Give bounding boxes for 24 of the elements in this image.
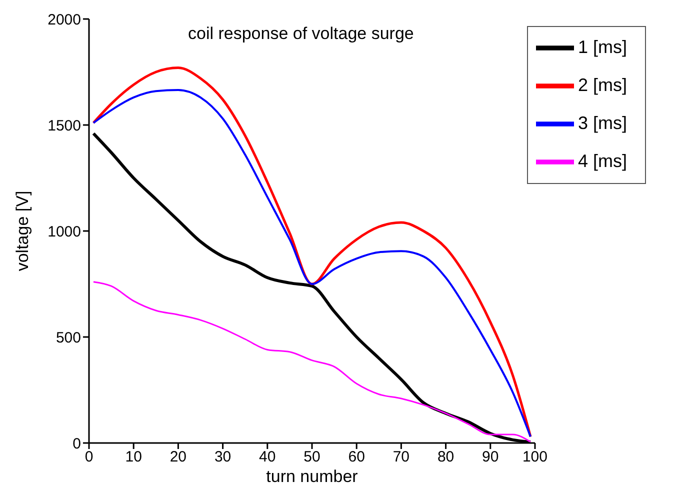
legend-label: 4 [ms] xyxy=(578,150,627,171)
x-tick-label: 10 xyxy=(125,448,142,466)
chart-title: coil response of voltage surge xyxy=(188,24,414,44)
x-tick-label: 60 xyxy=(348,448,365,466)
x-tick-label: 70 xyxy=(392,448,410,466)
x-tick-label: 20 xyxy=(170,448,187,466)
x-tick-label: 0 xyxy=(84,448,94,466)
y-tick-label: 1000 xyxy=(48,223,81,240)
legend-label: 3 [ms] xyxy=(578,112,627,133)
x-tick-label: 40 xyxy=(259,448,276,466)
x-tick-label: 30 xyxy=(214,448,232,466)
legend-label: 1 [ms] xyxy=(578,36,627,57)
y-axis-title: voltage [V] xyxy=(13,190,32,272)
line-series xyxy=(92,281,532,443)
y-tick-label: 500 xyxy=(56,329,81,346)
y-tick-label: 2000 xyxy=(48,11,81,28)
legend-label: 2 [ms] xyxy=(578,74,627,95)
x-tick-label: 100 xyxy=(522,448,548,466)
y-tick-label: 0 xyxy=(72,435,81,452)
x-tick-label: 80 xyxy=(437,448,454,466)
x-axis-title: turn number xyxy=(266,467,358,486)
y-tick-label: 1500 xyxy=(48,117,81,134)
x-tick-label: 50 xyxy=(304,448,320,466)
x-tick-label: 90 xyxy=(482,448,499,466)
